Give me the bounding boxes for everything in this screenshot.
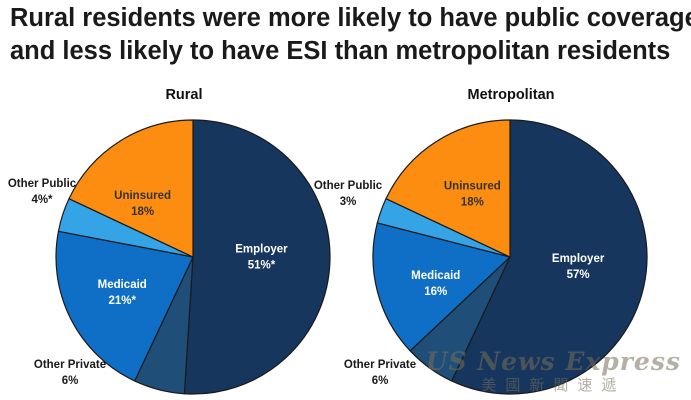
slice-label-uninsured: Uninsured 18% bbox=[444, 181, 501, 209]
pie-slice-uninsured bbox=[385, 119, 511, 258]
slice-label-employer-line-2: 57% bbox=[567, 269, 590, 281]
slice-label-other-private-line-2: 6% bbox=[62, 375, 79, 387]
watermark: US News Express 美國新聞速遞 bbox=[425, 347, 681, 395]
pie-slice-employer bbox=[451, 119, 648, 395]
watermark-text: US News Express bbox=[425, 347, 681, 376]
slice-label-uninsured-line-1: Uninsured bbox=[114, 190, 171, 202]
pie-title-rural: Rural bbox=[165, 87, 202, 103]
slice-label-medicaid-line-2: 21%* bbox=[108, 295, 136, 307]
pie-slice-medicaid bbox=[372, 222, 511, 352]
slice-label-other-public-line-2: 3% bbox=[340, 196, 357, 208]
slice-label-uninsured-line-2: 18% bbox=[461, 197, 484, 209]
slice-label-other-private-line-1: Other Private bbox=[34, 359, 106, 371]
pie-slice-medicaid bbox=[55, 230, 194, 382]
slice-label-medicaid: Medicaid 16% bbox=[411, 270, 460, 298]
chart-title-line-2: and less likely to have ESI than metropo… bbox=[10, 37, 671, 65]
slice-label-employer-line-2: 51%* bbox=[248, 260, 276, 272]
slice-label-other-private-line-1: Other Private bbox=[344, 359, 416, 371]
slice-label-other-private: Other Private 6% bbox=[34, 359, 106, 387]
slice-label-uninsured-line-1: Uninsured bbox=[444, 181, 501, 193]
slice-label-uninsured-line-2: 18% bbox=[131, 206, 154, 218]
slice-label-other-public-line-2: 4%* bbox=[31, 194, 53, 206]
slice-label-other-public-line-1: Other Public bbox=[314, 180, 383, 192]
slice-label-uninsured: Uninsured 18% bbox=[114, 190, 171, 218]
slice-label-other-public: Other Public 3% bbox=[314, 180, 383, 208]
slice-label-other-public-line-1: Other Public bbox=[8, 178, 77, 190]
chart-title-line-1: Rural residents were more likely to have… bbox=[10, 4, 691, 32]
slice-label-other-public: Other Public 4%* bbox=[8, 178, 77, 206]
slice-label-employer: Employer 51%* bbox=[235, 244, 288, 272]
chart-title: Rural residents were more likely to have… bbox=[10, 2, 691, 68]
watermark-subtext: 美國新聞速遞 bbox=[481, 376, 626, 394]
pie-slice-employer bbox=[183, 119, 331, 395]
slice-label-employer: Employer 57% bbox=[552, 253, 605, 281]
pie-chart-metropolitan: Employer 57% Other Private 6% Medicaid 16% Oth… bbox=[314, 87, 648, 395]
slice-label-medicaid-line-2: 16% bbox=[424, 286, 447, 298]
slice-label-medicaid-line-1: Medicaid bbox=[98, 279, 147, 291]
slice-label-employer-line-1: Employer bbox=[235, 244, 288, 256]
slice-label-medicaid-line-1: Medicaid bbox=[411, 270, 460, 282]
slice-label-employer-line-1: Employer bbox=[552, 253, 605, 265]
slice-label-other-private-line-2: 6% bbox=[372, 375, 389, 387]
pie-chart-rural: Employer 51%* Other Private 6% Medicaid 21%* O… bbox=[8, 87, 331, 395]
slice-label-medicaid: Medicaid 21%* bbox=[98, 279, 147, 307]
pie-title-metropolitan: Metropolitan bbox=[468, 87, 555, 103]
slice-label-other-private: Other Private 6% bbox=[344, 359, 416, 387]
pie-slice-uninsured bbox=[68, 119, 194, 258]
